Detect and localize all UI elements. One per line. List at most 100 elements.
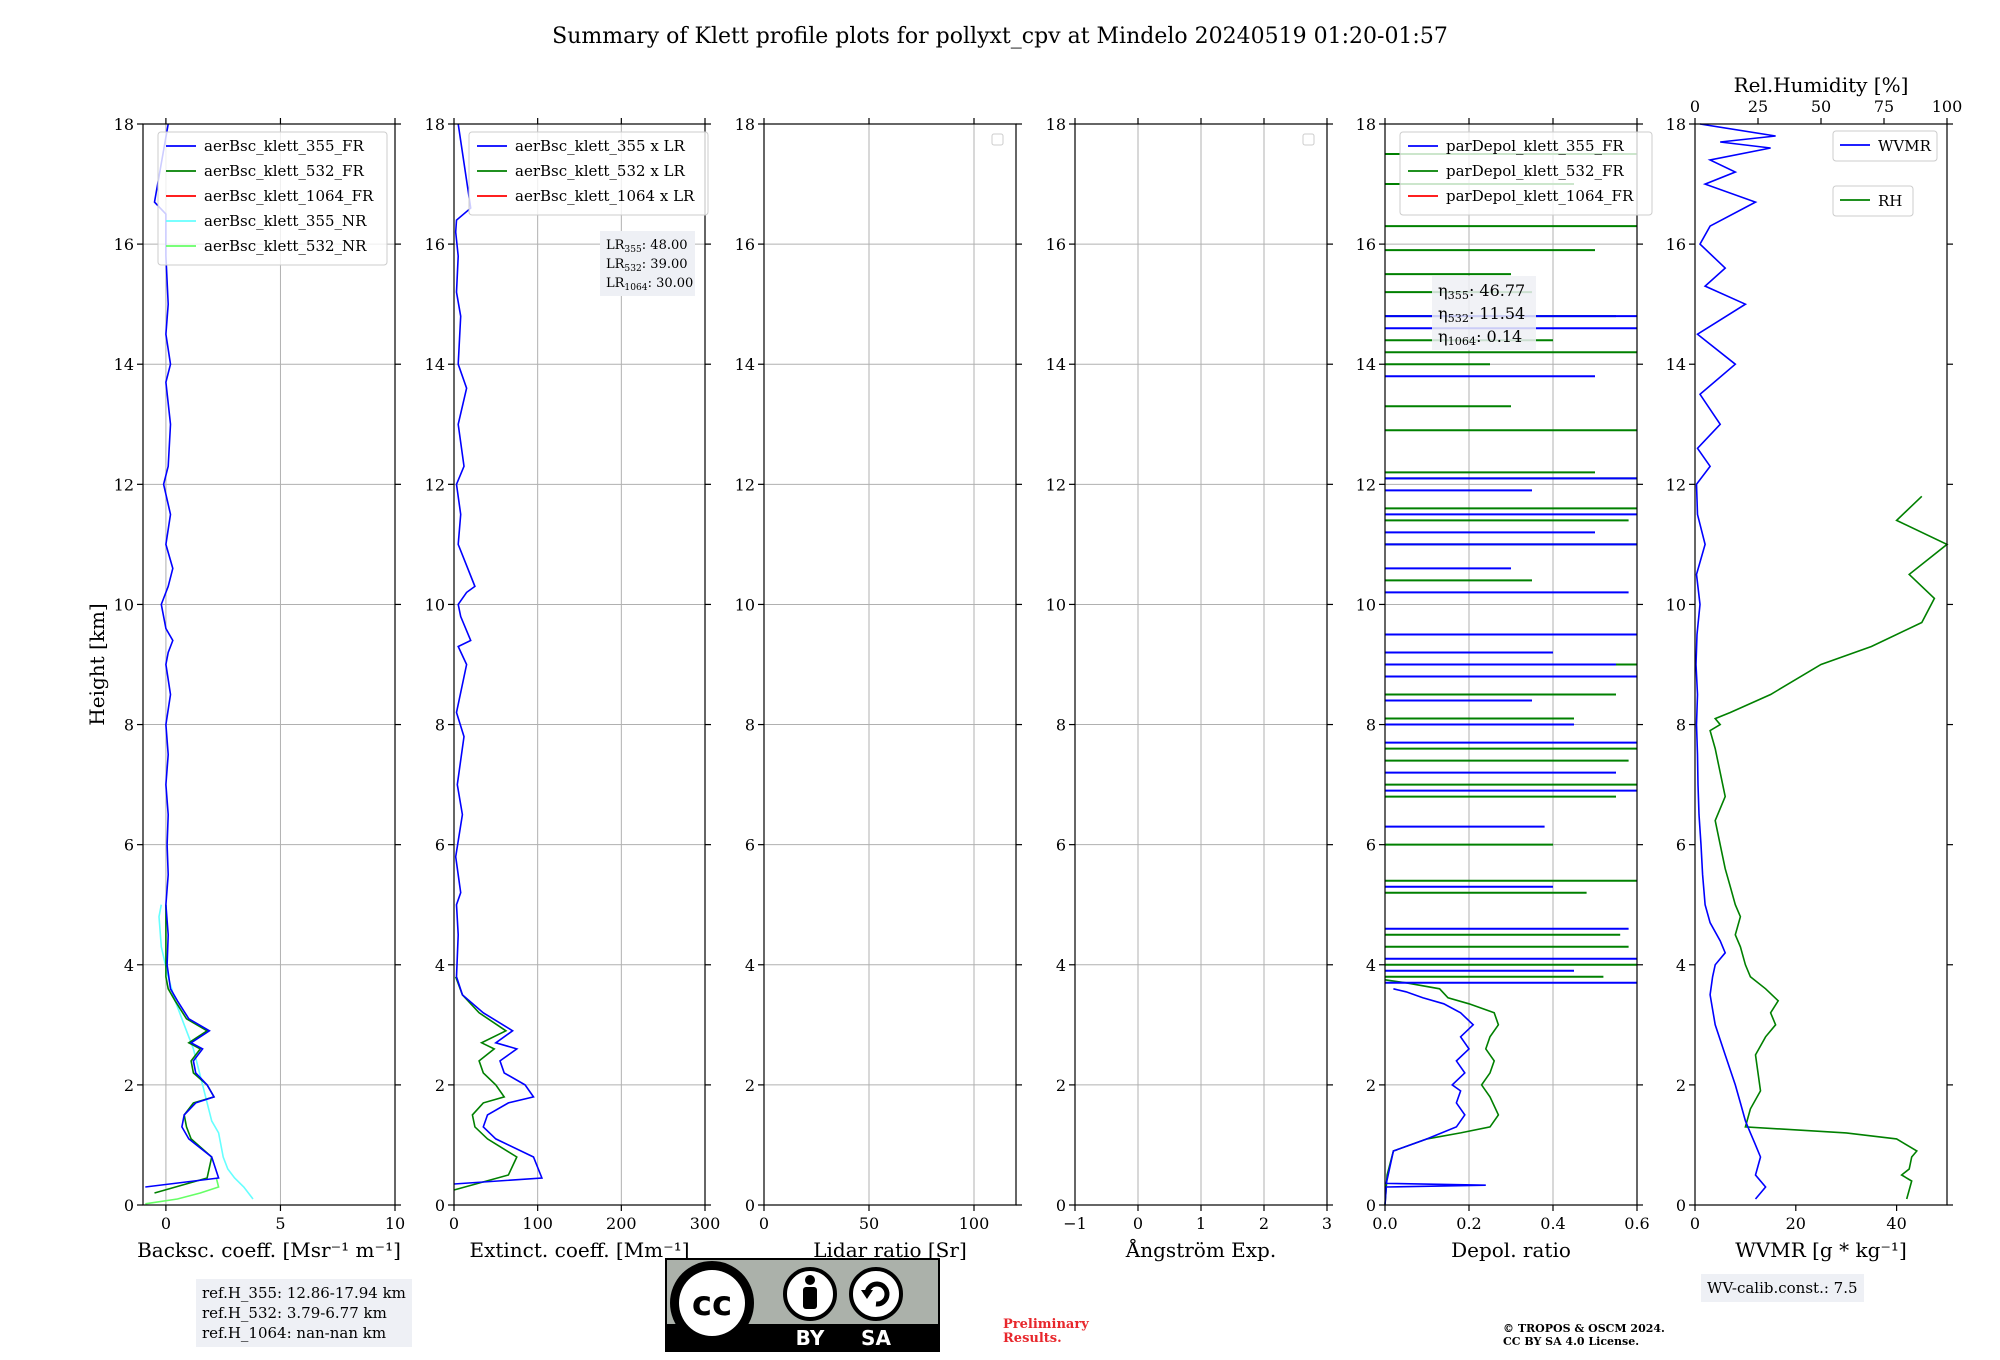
x-tick-label: 0.2 [1456,1214,1481,1233]
y-tick-label: 2 [435,1076,445,1095]
y-tick-label: 16 [1046,235,1066,254]
y-tick-label: 18 [1046,115,1066,134]
legend-label: aerBsc_klett_355_FR [204,137,364,155]
legend-label: aerBsc_klett_355_NR [204,212,367,230]
x-tick-label: 100 [522,1214,553,1233]
x-tick-label: 10 [385,1214,405,1233]
series-parDepol_klett_532_FR [1384,979,1500,1206]
x-tick-label: 0 [1690,1214,1700,1233]
x-tick-label: −1 [1063,1214,1087,1233]
y-tick-label: 12 [1046,475,1066,494]
y-tick-label: 4 [1056,956,1066,975]
y-tick-label: 10 [425,595,445,614]
series-aerBsc_klett_355_NR [158,904,254,1200]
y-tick-label: 12 [114,475,134,494]
series-RH [1709,495,1949,1200]
y-tick-label: 16 [114,235,134,254]
x-tick-label: 3 [1322,1214,1332,1233]
legend-label: parDepol_klett_355_FR [1446,137,1624,155]
axes-frame [142,123,396,1206]
x-tick-label: 0.0 [1372,1214,1397,1233]
preliminary-results-note: Preliminary Results. [1003,1318,1089,1346]
x-tick-label: 20 [1786,1214,1806,1233]
legend-box [468,131,709,216]
y-tick-label: 8 [1366,716,1376,735]
by-person-head-icon [805,1275,815,1285]
sa-arrow-icon [864,1281,890,1307]
y-tick-label: 16 [425,235,445,254]
y-tick-label: 12 [1356,475,1376,494]
y-tick-label: 0 [435,1196,445,1215]
y-tick-label: 0 [745,1196,755,1215]
legend-label: aerBsc_klett_355 x LR [515,137,686,155]
y-tick-label: 0 [1056,1196,1066,1215]
y-tick-label: 16 [1356,235,1376,254]
lr-annotation-box [600,231,695,296]
legend-label: aerBsc_klett_532_FR [204,162,364,180]
y-tick-label: 14 [1046,355,1066,374]
x2-axis-label: Rel.Humidity [%] [1734,73,1909,97]
y-tick-label: 18 [425,115,445,134]
legend-label: parDepol_klett_1064_FR [1446,187,1634,205]
wv-calib-const: WV-calib.const.: 7.5 [1707,1279,1858,1297]
y-tick-label: 10 [1666,595,1686,614]
y-tick-label: 2 [1676,1076,1686,1095]
y-tick-label: 6 [124,836,134,855]
series-aerBsc_klett_355_FR [145,123,220,1188]
x-tick-label: 300 [690,1214,721,1233]
y-tick-label: 10 [1356,595,1376,614]
y-tick-label: 14 [114,355,134,374]
by-person-body-icon [803,1287,817,1309]
y-tick-label: 12 [1666,475,1686,494]
y-tick-label: 12 [425,475,445,494]
y-tick-label: 14 [1666,355,1686,374]
cc-circle-inner [679,1270,745,1336]
sa-share-alike-icon [849,1267,903,1321]
x-axis-label: Extinct. coeff. [Mm⁻¹] [469,1238,689,1262]
cc-by-sa-logo: cc BY SA [665,1258,940,1352]
x2-tick-label: 25 [1748,97,1768,116]
x-tick-label: 5 [275,1214,285,1233]
preliminary-line-1: Preliminary [1003,1317,1089,1332]
legend-box [1399,131,1653,216]
x-tick-label: 200 [606,1214,637,1233]
y-tick-label: 6 [1056,836,1066,855]
x2-tick-label: 0 [1690,97,1700,116]
legend-label: aerBsc_klett_1064_FR [204,187,374,205]
legend-label: RH [1878,192,1902,210]
cc-text: cc [692,1284,732,1324]
x-axis-label: WVMR [g * kg⁻¹] [1735,1238,1907,1262]
x-tick-label: 2 [1259,1214,1269,1233]
x-tick-label: 0.4 [1540,1214,1565,1233]
eta-annotation-line: η355: 46.77 [1438,281,1525,302]
copyright-note: © TROPOS & OSCM 2024. CC BY SA 4.0 Licen… [1503,1322,1665,1348]
lr-annotation-line: LR1064: 30.00 [606,276,693,293]
y-tick-label: 14 [1356,355,1376,374]
y-tick-label: 8 [1056,716,1066,735]
y-tick-label: 16 [735,235,755,254]
y-axis-label: Height [km] [85,603,109,725]
refh-355: ref.H_355: 12.86-17.94 km [202,1284,406,1302]
y-tick-label: 6 [1676,836,1686,855]
x-tick-label: 0 [449,1214,459,1233]
axes-frame [763,123,1017,1206]
y-tick-label: 0 [1676,1196,1686,1215]
y-tick-label: 18 [114,115,134,134]
x-tick-label: 0 [161,1214,171,1233]
y-tick-label: 2 [124,1076,134,1095]
axes-frame [1384,123,1638,1206]
y-tick-label: 14 [735,355,755,374]
x2-tick-label: 75 [1874,97,1894,116]
refh-1064: ref.H_1064: nan-nan km [202,1324,387,1342]
x-axis-label: Depol. ratio [1451,1238,1571,1262]
y-tick-label: 10 [1046,595,1066,614]
series-parDepol_klett_355_FR [1384,988,1486,1206]
y-tick-label: 18 [735,115,755,134]
y-tick-label: 10 [114,595,134,614]
x-tick-label: 0.6 [1624,1214,1649,1233]
wv-calib-box: WV-calib.const.: 7.5 [1701,1274,1864,1302]
eta-annotation-line: η532: 11.54 [1438,304,1525,325]
